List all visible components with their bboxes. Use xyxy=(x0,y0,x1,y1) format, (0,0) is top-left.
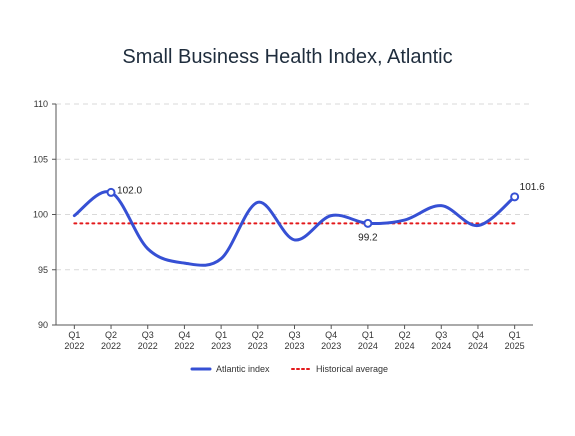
x-tick-label: Q2 2022 xyxy=(101,330,121,351)
data-point-marker xyxy=(510,192,520,202)
series-line-atlantic-index xyxy=(72,190,517,267)
x-tick-label: Q4 2022 xyxy=(174,330,194,351)
data-point-marker xyxy=(363,218,373,228)
x-tick-label: Q2 2023 xyxy=(248,330,268,351)
x-tick-label: Q1 2023 xyxy=(211,330,231,351)
x-tick-label: Q1 2025 xyxy=(505,330,525,351)
x-tick-label: Q4 2024 xyxy=(468,330,488,351)
data-labels: 102.0 99.2 101.6 xyxy=(106,182,545,243)
y-tick-label: 105 xyxy=(33,154,48,164)
data-point-marker xyxy=(106,187,116,197)
data-label: 102.0 xyxy=(117,185,142,196)
grid-lines xyxy=(56,103,533,271)
x-tick-label: Q3 2022 xyxy=(138,330,158,351)
y-tick-label: 100 xyxy=(33,210,48,220)
y-tick-label: 95 xyxy=(38,265,48,275)
axes: 90 95 100 105 110 Q1 2022 Q2 2022 Q3 2022 Q4 2022 Q1 2… xyxy=(33,99,533,351)
legend-label-atlantic-index: Atlantic index xyxy=(216,364,270,374)
legend: Atlantic index Historical average xyxy=(190,364,388,374)
x-tick-label: Q3 2023 xyxy=(284,330,304,351)
x-tick-label: Q1 2024 xyxy=(358,330,378,351)
y-tick-label: 90 xyxy=(38,320,48,330)
series-layer xyxy=(72,190,517,267)
x-tick-label: Q2 2024 xyxy=(395,330,415,351)
data-label: 101.6 xyxy=(520,182,545,193)
x-tick-label: Q4 2023 xyxy=(321,330,341,351)
data-label: 99.2 xyxy=(358,232,378,243)
chart-title: Small Business Health Index, Atlantic xyxy=(122,46,453,68)
legend-label-historical-average: Historical average xyxy=(316,364,388,374)
y-tick-label: 110 xyxy=(34,99,48,109)
x-tick-label: Q3 2024 xyxy=(431,330,451,351)
x-tick-label: Q1 2022 xyxy=(64,330,84,351)
